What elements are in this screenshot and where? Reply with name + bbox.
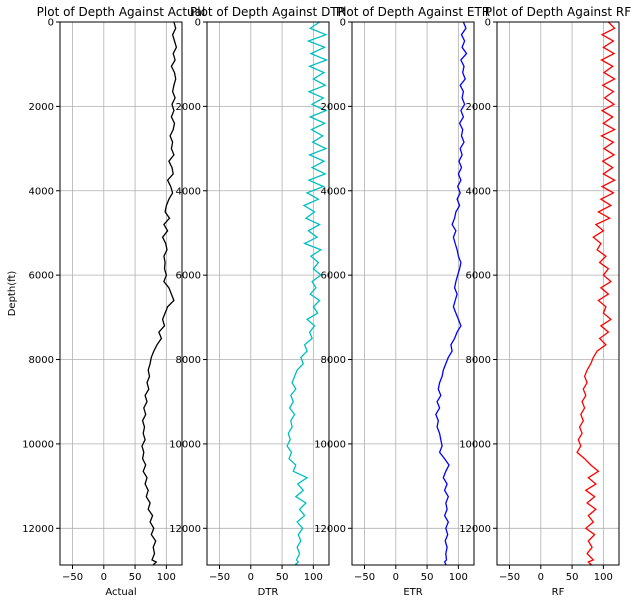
y-tick-label-dtr-5: 10000 [169,439,201,450]
panel-rf: −50 0 50 100 0 2000 4000 6000 8000 10000 12000 Plo… [459,5,631,598]
y-tick-label-rf-4: 8000 [466,355,491,366]
y-tick-label-actual-3: 6000 [29,271,54,282]
y-tick-label-rf-3: 6000 [466,271,491,282]
plot-frame-etr [351,21,475,566]
y-tick-label-etr-4: 8000 [321,355,346,366]
series-line-actual [141,21,178,566]
y-tick-label-dtr-6: 12000 [169,524,201,535]
panel-etr: −50 0 50 100 0 2000 4000 6000 8000 10000 12000 Plo… [314,5,490,598]
y-tick-label-etr-2: 4000 [321,186,346,197]
x-tick-label-rf-0: −50 [499,572,520,583]
plot-frame-rf [496,21,620,566]
y-tick-label-actual-1: 2000 [29,102,54,113]
x-tick-label-dtr-0: −50 [209,572,230,583]
panel-actual: −50 0 50 100 0 2000 4000 6000 8000 10000 12000 Plo… [7,5,205,598]
panel-dtr: −50 0 50 100 0 2000 4000 6000 8000 10000 12000 Plo… [169,5,346,598]
x-tick-label-actual-1: 0 [101,572,107,583]
series-line-etr [435,21,468,566]
grid-etr [352,21,474,565]
series-line-dtr [286,21,329,566]
x-axis-label-actual: Actual [105,587,136,598]
y-tick-label-dtr-3: 6000 [176,271,201,282]
x-tick-label-dtr-2: 50 [276,572,289,583]
x-axis-label-dtr: DTR [258,587,279,598]
plot-frame-actual [59,21,183,566]
ticks-dtr: −50 0 50 100 0 2000 4000 6000 8000 10000 12000 [169,18,323,584]
y-tick-label-actual-6: 12000 [22,524,54,535]
chart-title-dtr: Plot of Depth Against DTR [190,5,346,19]
x-axis-label-rf: RF [552,587,565,598]
x-tick-label-rf-3: 100 [594,572,613,583]
x-tick-label-rf-2: 50 [566,572,579,583]
y-tick-label-rf-0: 0 [485,18,491,29]
x-tick-label-etr-0: −50 [354,572,375,583]
y-tick-label-dtr-2: 4000 [176,186,201,197]
grid-actual [60,21,182,565]
x-tick-label-actual-2: 50 [129,572,142,583]
y-tick-label-dtr-1: 2000 [176,102,201,113]
x-tick-label-rf-1: 0 [538,572,544,583]
y-tick-label-etr-5: 10000 [314,439,346,450]
x-tick-label-etr-1: 0 [393,572,399,583]
ticks-etr: −50 0 50 100 0 2000 4000 6000 8000 10000 12000 [314,18,468,584]
y-tick-label-rf-1: 2000 [466,102,491,113]
y-tick-label-etr-3: 6000 [321,271,346,282]
plot-frame-dtr [206,21,330,566]
y-tick-label-dtr-4: 8000 [176,355,201,366]
y-tick-label-etr-1: 2000 [321,102,346,113]
y-tick-label-actual-5: 10000 [22,439,54,450]
chart-title-actual: Plot of Depth Against Actual [37,5,206,19]
y-tick-label-etr-0: 0 [340,18,346,29]
chart-title-rf: Plot of Depth Against RF [485,5,631,19]
y-tick-label-etr-6: 12000 [314,524,346,535]
x-tick-label-etr-2: 50 [421,572,434,583]
y-tick-label-rf-6: 12000 [459,524,491,535]
y-axis-label: Depth(ft) [7,271,18,317]
ticks-rf: −50 0 50 100 0 2000 4000 6000 8000 10000 12000 [459,18,613,584]
x-tick-label-actual-3: 100 [157,572,176,583]
x-tick-label-actual-0: −50 [62,572,83,583]
series-line-rf [576,21,617,566]
x-tick-label-etr-3: 100 [449,572,468,583]
y-tick-label-actual-0: 0 [48,18,54,29]
x-tick-label-dtr-1: 0 [248,572,254,583]
x-axis-label-etr: ETR [403,587,422,598]
y-tick-label-dtr-0: 0 [195,18,201,29]
grid-rf [497,21,619,565]
x-tick-label-dtr-3: 100 [304,572,323,583]
ticks-actual: −50 0 50 100 0 2000 4000 6000 8000 10000 12000 [22,18,176,584]
chart-title-etr: Plot of Depth Against ETR [336,5,490,19]
y-tick-label-actual-4: 8000 [29,355,54,366]
y-tick-label-rf-5: 10000 [459,439,491,450]
y-tick-label-actual-2: 4000 [29,186,54,197]
y-tick-label-rf-2: 4000 [466,186,491,197]
